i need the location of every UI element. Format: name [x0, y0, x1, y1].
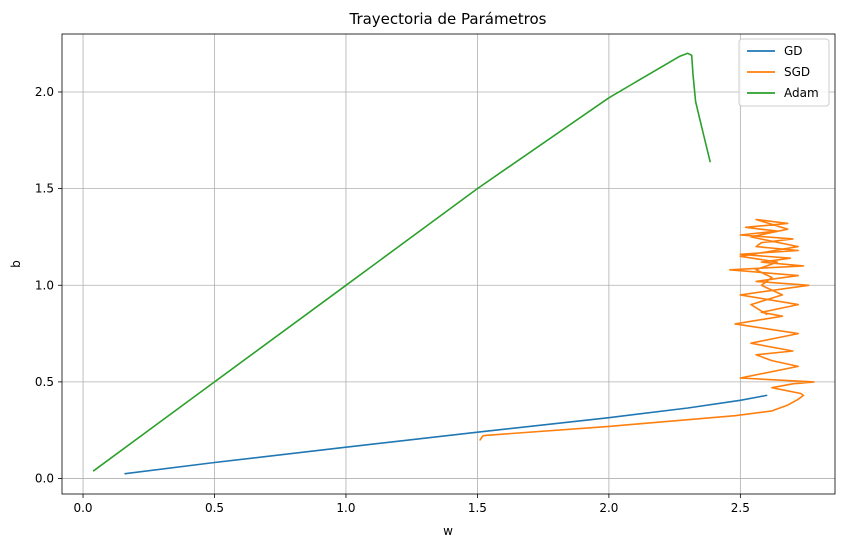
x-axis-label: w	[443, 524, 453, 538]
axis-ticks: 0.0 0.5 1.0 1.5 2.0 2.5 0.0 0.5 1.0 1.5 2.0	[35, 85, 750, 515]
x-tick-label: 1.5	[468, 501, 487, 515]
grid	[62, 34, 835, 494]
series-line-sgd	[479, 218, 815, 441]
plot-frame	[61, 33, 836, 495]
legend-label-adam: Adam	[784, 86, 819, 100]
y-tick-label: 0.5	[35, 375, 54, 389]
series-line-adam	[92, 52, 711, 472]
legend-label-gd: GD	[784, 44, 803, 58]
chart-title: Trayectoria de Parámetros	[348, 10, 546, 28]
y-tick-label: 2.0	[35, 85, 54, 99]
y-tick-label: 0.0	[35, 472, 54, 486]
legend: GD SGD Adam	[738, 38, 830, 107]
y-tick-label: 1.5	[35, 182, 54, 196]
x-tick-label: 0.5	[205, 501, 224, 515]
series-line-gd	[124, 394, 768, 475]
y-axis-label: b	[9, 260, 23, 268]
x-tick-label: 2.0	[599, 501, 618, 515]
x-tick-label: 0.0	[73, 501, 92, 515]
x-tick-label: 1.0	[336, 501, 355, 515]
x-tick-label: 2.5	[731, 501, 750, 515]
legend-box	[738, 38, 830, 107]
legend-label-sgd: SGD	[784, 65, 810, 79]
series-lines	[92, 52, 815, 475]
y-tick-label: 1.0	[35, 278, 54, 292]
